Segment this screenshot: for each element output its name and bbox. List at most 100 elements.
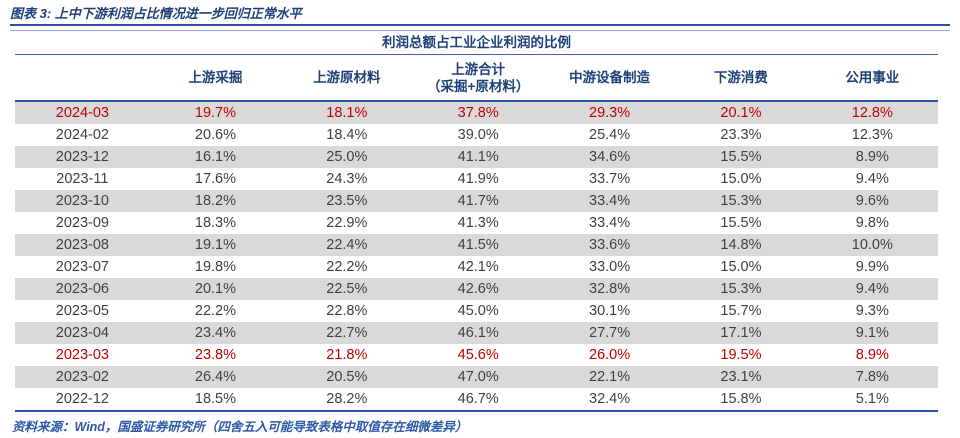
value-cell: 24.3% (326, 171, 368, 187)
value-cell: 22.9% (326, 215, 368, 231)
date-cell: 2023-12 (55, 149, 109, 165)
value-cell: 22.2% (326, 259, 368, 275)
value-cell: 45.6% (457, 347, 499, 363)
value-cell: 30.1% (589, 303, 631, 319)
date-cell: 2023-02 (55, 369, 109, 385)
value-cell: 42.1% (457, 259, 499, 275)
table-caption: 利润总额占工业企业利润的比例 (15, 31, 938, 55)
value-cell: 33.4% (589, 215, 631, 231)
value-cell: 27.7% (589, 325, 631, 341)
value-cell: 33.4% (589, 193, 631, 209)
value-cell: 20.1% (720, 105, 762, 121)
value-cell: 15.0% (720, 171, 762, 187)
value-cell: 9.6% (855, 193, 889, 209)
value-cell: 25.4% (589, 127, 631, 143)
column-header: 上游采掘 (149, 55, 282, 102)
value-cell: 46.7% (457, 391, 499, 407)
date-cell: 2023-05 (55, 303, 109, 319)
date-cell: 2024-03 (55, 105, 109, 121)
value-cell: 19.7% (194, 105, 236, 121)
value-cell: 9.1% (855, 325, 889, 341)
value-cell: 33.7% (589, 171, 631, 187)
column-header: 中游设备制造 (543, 55, 676, 102)
value-cell: 9.9% (855, 259, 889, 275)
source-note: 资料来源：Wind，国盛证券研究所（四舍五入可能导致表格中取值存在细微差异） (12, 420, 468, 434)
date-column-header (15, 55, 150, 102)
value-cell: 9.4% (855, 171, 889, 187)
table-row: 2023-08 19.1% 22.4% 41.5% 33.6% 14.8% 10.0% (15, 234, 938, 256)
value-cell: 26.0% (589, 347, 631, 363)
date-cell: 2022-12 (55, 391, 109, 407)
table-body: 2024-03 19.7% 18.1% 37.8% 29.3% 20.1% 12.8% 202… (15, 101, 938, 411)
date-cell: 2023-10 (55, 193, 109, 209)
table-row: 2024-02 20.6% 18.4% 39.0% 25.4% 23.3% 12.3% (15, 124, 938, 146)
value-cell: 15.5% (720, 149, 762, 165)
value-cell: 17.1% (720, 325, 762, 341)
value-cell: 19.8% (194, 259, 236, 275)
column-header: 上游原材料 (281, 55, 413, 102)
profit-share-table: 利润总额占工业企业利润的比例 上游采掘 上游原材料 上游合计 （采掘+原材料） 中游设备… (15, 31, 938, 412)
table-row: 2023-05 22.2% 22.8% 45.0% 30.1% 15.7% 9.3% (15, 300, 938, 322)
value-cell: 47.0% (457, 369, 499, 385)
table-row: 2024-03 19.7% 18.1% 37.8% 29.3% 20.1% 12.8% (15, 101, 938, 124)
value-cell: 8.9% (855, 347, 889, 363)
value-cell: 32.4% (589, 391, 631, 407)
table-row: 2023-12 16.1% 25.0% 41.1% 34.6% 15.5% 8.9% (15, 146, 938, 168)
value-cell: 32.8% (589, 281, 631, 297)
date-cell: 2023-08 (55, 237, 109, 253)
value-cell: 5.1% (855, 391, 889, 407)
data-table: 上游采掘 上游原材料 上游合计 （采掘+原材料） 中游设备制造 下游消费 公用事业 2024… (15, 55, 938, 412)
date-cell: 2023-09 (55, 215, 109, 231)
date-cell: 2023-11 (56, 171, 109, 187)
value-cell: 15.7% (720, 303, 762, 319)
value-cell: 15.3% (720, 193, 762, 209)
value-cell: 45.0% (457, 303, 499, 319)
value-cell: 16.1% (194, 149, 236, 165)
table-row: 2023-09 18.3% 22.9% 41.3% 33.4% 15.5% 9.8% (15, 212, 938, 234)
value-cell: 18.3% (194, 215, 236, 231)
value-cell: 8.9% (855, 149, 889, 165)
value-cell: 20.1% (194, 281, 236, 297)
value-cell: 15.5% (720, 215, 762, 231)
value-cell: 22.2% (194, 303, 236, 319)
header-row: 上游采掘 上游原材料 上游合计 （采掘+原材料） 中游设备制造 下游消费 公用事业 (15, 55, 938, 102)
value-cell: 41.3% (457, 215, 499, 231)
date-cell: 2023-04 (55, 325, 109, 341)
value-cell: 17.6% (194, 171, 236, 187)
date-cell: 2023-07 (55, 259, 109, 275)
value-cell: 20.6% (194, 127, 236, 143)
value-cell: 19.1% (194, 237, 236, 253)
date-cell: 2023-06 (55, 281, 109, 297)
table-row: 2023-07 19.8% 22.2% 42.1% 33.0% 15.0% 9.9% (15, 256, 938, 278)
value-cell: 41.1% (457, 149, 499, 165)
value-cell: 26.4% (194, 369, 236, 385)
value-cell: 22.5% (326, 281, 368, 297)
value-cell: 19.5% (720, 347, 762, 363)
value-cell: 15.0% (720, 259, 762, 275)
value-cell: 37.8% (457, 105, 499, 121)
value-cell: 15.3% (720, 281, 762, 297)
table-header: 上游采掘 上游原材料 上游合计 （采掘+原材料） 中游设备制造 下游消费 公用事业 (15, 55, 938, 102)
value-cell: 9.3% (855, 303, 889, 319)
value-cell: 29.3% (589, 105, 631, 121)
table-row: 2023-11 17.6% 24.3% 41.9% 33.7% 15.0% 9.4% (15, 168, 938, 190)
value-cell: 34.6% (589, 149, 631, 165)
value-cell: 22.8% (326, 303, 368, 319)
value-cell: 15.8% (720, 391, 762, 407)
value-cell: 18.5% (194, 391, 236, 407)
value-cell: 18.4% (326, 127, 368, 143)
date-cell: 2023-03 (55, 347, 109, 363)
column-header: 下游消费 (675, 55, 807, 102)
value-cell: 28.2% (326, 391, 368, 407)
value-cell: 22.7% (326, 325, 368, 341)
value-cell: 22.4% (326, 237, 368, 253)
value-cell: 10.0% (851, 237, 893, 253)
value-cell: 23.5% (326, 193, 368, 209)
value-cell: 46.1% (457, 325, 499, 341)
value-cell: 33.0% (589, 259, 631, 275)
value-cell: 23.1% (720, 369, 762, 385)
value-cell: 23.8% (194, 347, 236, 363)
value-cell: 41.9% (457, 171, 499, 187)
date-cell: 2024-02 (55, 127, 109, 143)
